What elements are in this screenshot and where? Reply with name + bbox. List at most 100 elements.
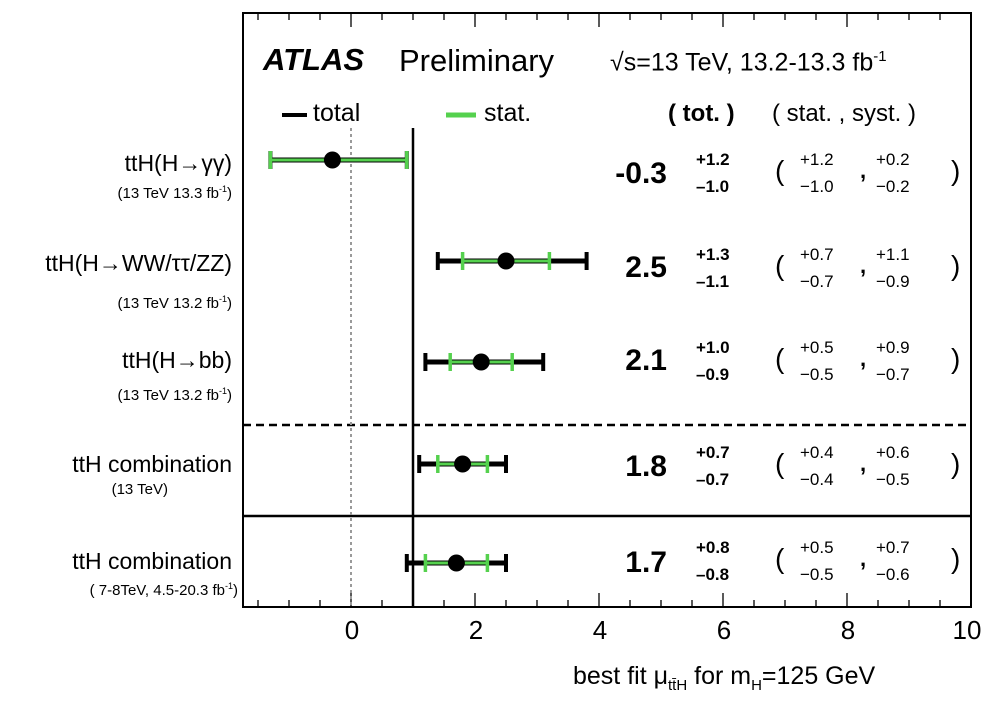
entry-stat-dn: −0.4 (800, 470, 834, 489)
x-tick-label: 0 (344, 615, 360, 645)
x-axis-title-tail: =125 GeV (761, 662, 876, 690)
entry-stat-dn: −0.5 (800, 565, 834, 584)
entry-comma: , (860, 253, 867, 278)
column-tot-header: ( tot. ) (668, 100, 735, 127)
entry-sublabel-tail: ) (227, 295, 232, 312)
x-tick-label: 6 (716, 615, 732, 645)
entry-value: 2.1 (625, 344, 667, 377)
entry-label: ttH(H→bb) (122, 347, 232, 373)
entry-tot-up: +0.7 (696, 443, 730, 462)
entry-label: ttH(H→γγ) (124, 150, 232, 176)
entry-sublabel-tail: ) (227, 185, 232, 202)
best-fit-marker (454, 455, 472, 473)
entry-sublabel-text: (13 TeV 13.2 fb (117, 387, 219, 404)
entry-sublabel: (13 TeV 13.2 fb-1) (118, 294, 232, 312)
error-bars (268, 151, 589, 572)
entry-stat-up: +0.5 (800, 538, 834, 557)
entry-value: 2.5 (625, 251, 667, 284)
entry-syst-dn: −0.9 (876, 272, 910, 291)
entry-marks (417, 455, 508, 473)
entry-tot-dn: –0.8 (696, 565, 730, 584)
entry-comma: , (860, 546, 867, 571)
x-tick-label: 4 (592, 615, 608, 645)
energy-exponent: -1 (873, 48, 887, 65)
best-fit-marker (497, 252, 515, 270)
entry-close-paren: ) (951, 155, 961, 186)
entry-open-paren: ( (775, 250, 785, 281)
entry-marks (404, 554, 508, 572)
entry-marks (423, 353, 546, 371)
entry-comma: , (860, 158, 867, 183)
entry-syst-up: +0.2 (876, 150, 910, 169)
entry-label: ttH combination (72, 548, 232, 574)
entry-syst-up: +0.9 (876, 338, 910, 357)
entry-sublabel-text: (13 TeV 13.3 fb (117, 185, 219, 202)
entry-tot-dn: –0.9 (696, 365, 730, 384)
entry-syst-dn: −0.7 (876, 365, 910, 384)
entry-label: ttH(H→WW/ττ/ZZ) (45, 250, 232, 276)
entry-tot-dn: –1.1 (696, 272, 730, 291)
entry-stat-up: +0.4 (800, 443, 834, 462)
entry-syst-up: +0.6 (876, 443, 910, 462)
entry-sublabel-exp: -1 (218, 294, 227, 304)
entry-syst-dn: −0.2 (876, 177, 910, 196)
entry-value: 1.7 (625, 546, 667, 579)
entry-sublabel-text: (13 TeV) (111, 481, 168, 498)
entry-open-paren: ( (775, 448, 785, 479)
entry-close-paren: ) (951, 250, 961, 281)
entry-stat-dn: −1.0 (800, 177, 834, 196)
entry-stat-up: +0.7 (800, 245, 834, 264)
entry-syst-up: +1.1 (876, 245, 910, 264)
entry-sublabel-exp: -1 (224, 581, 233, 591)
legend-stat-label: stat. (484, 99, 532, 127)
entry-syst-up: +0.7 (876, 538, 910, 557)
entry-sublabel-exp: -1 (218, 386, 227, 396)
x-tick-label: 2 (468, 615, 484, 645)
reference-lines (350, 128, 415, 607)
entry-marks (435, 252, 589, 270)
column-stat-syst-header: ( stat. , syst. ) (772, 100, 917, 127)
entry-marks (268, 151, 409, 169)
plot-frame (242, 12, 972, 608)
entry-stat-dn: −0.5 (800, 365, 834, 384)
entry-sublabel-text: ( 7-8TeV, 4.5-20.3 fb (89, 582, 225, 599)
status-label: Preliminary (399, 43, 555, 78)
x-axis-title-mid: for m (687, 662, 752, 690)
entry-tot-up: +0.8 (696, 538, 730, 557)
entry-syst-dn: −0.6 (876, 565, 910, 584)
best-fit-marker (323, 151, 341, 169)
entry-sublabel-text: (13 TeV 13.2 fb (117, 295, 219, 312)
entry-label: ttH combination (72, 451, 232, 477)
entry-tot-dn: –1.0 (696, 177, 730, 196)
entry-comma: , (860, 346, 867, 371)
entry-sublabel: (13 TeV 13.2 fb-1) (118, 386, 232, 404)
entry-stat-up: +0.5 (800, 338, 834, 357)
entry-tot-up: +1.0 (696, 338, 730, 357)
entry-open-paren: ( (775, 543, 785, 574)
x-tick-label: 10 (952, 615, 982, 645)
best-fit-marker (447, 554, 465, 572)
entry-value: -0.3 (615, 157, 667, 190)
entry-sublabel: (13 TeV) (112, 480, 168, 498)
entry-tot-up: +1.3 (696, 245, 730, 264)
entry-close-paren: ) (951, 343, 961, 374)
energy-label: √s=13 TeV, 13.2-13.3 fb-1 (610, 48, 887, 77)
entry-sublabel: ( 7-8TeV, 4.5-20.3 fb-1) (90, 581, 238, 599)
entry-sublabel-tail: ) (227, 387, 232, 404)
x-axis-title: best fit μtt̄H for mH=125 GeV (573, 662, 875, 694)
entry-tot-dn: –0.7 (696, 470, 730, 489)
energy-text: √s=13 TeV, 13.2-13.3 fb (610, 48, 874, 77)
entry-stat-dn: −0.7 (800, 272, 834, 291)
entry-close-paren: ) (951, 448, 961, 479)
best-fit-marker (472, 353, 490, 371)
entry-open-paren: ( (775, 343, 785, 374)
entry-close-paren: ) (951, 543, 961, 574)
entry-sublabel: (13 TeV 13.3 fb-1) (118, 184, 232, 202)
entry-sublabel-exp: -1 (218, 184, 227, 194)
legend-total-label: total (313, 99, 361, 127)
entry-sublabel-tail: ) (233, 582, 238, 599)
entry-value: 1.8 (625, 450, 667, 483)
x-axis-title-main: best fit μ (573, 662, 668, 690)
entry-comma: , (860, 451, 867, 476)
